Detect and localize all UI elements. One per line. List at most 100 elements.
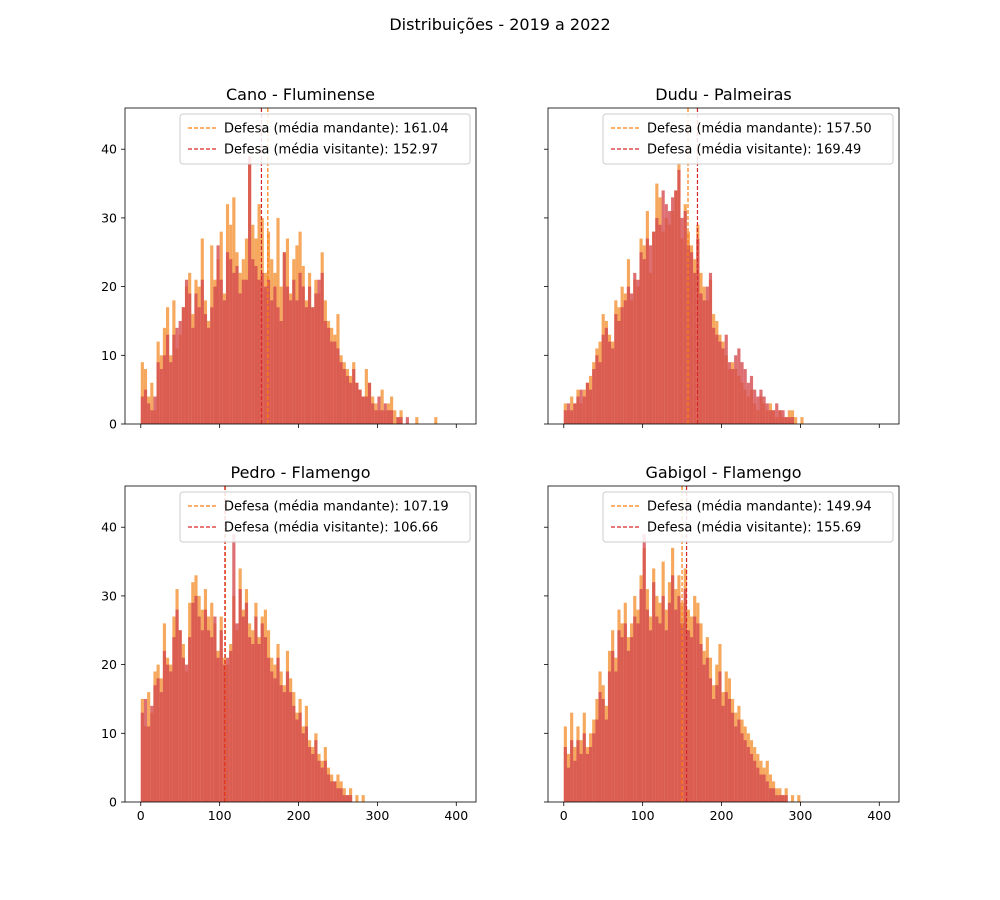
subplot-title: Cano - Fluminense	[226, 85, 375, 104]
histogram-bar	[153, 685, 157, 802]
histogram-bar	[582, 396, 586, 424]
histogram-bar	[674, 190, 678, 424]
histogram-bar	[197, 616, 201, 802]
histogram-bar	[636, 279, 640, 424]
histogram-bar	[304, 726, 308, 802]
histogram-bar	[162, 355, 167, 424]
histogram-bar	[639, 252, 643, 424]
histogram-bar	[671, 575, 675, 802]
histogram-bar	[639, 589, 643, 802]
histogram-bar	[614, 671, 618, 802]
histogram-bar	[620, 637, 624, 802]
histogram-bar	[566, 403, 571, 424]
y-tick-label: 40	[101, 142, 117, 157]
histogram-bar	[150, 705, 154, 802]
histogram-bar	[295, 719, 299, 802]
histogram-bar	[787, 417, 791, 424]
histogram-bar	[740, 362, 744, 424]
histogram-bar	[626, 286, 631, 424]
histogram-bar	[683, 589, 687, 802]
legend-entry: Defesa (média mandante): 157.50	[647, 122, 872, 137]
histogram-bar	[159, 369, 163, 424]
histogram-bar	[784, 795, 788, 802]
histogram-bar	[140, 712, 144, 802]
histogram-bar	[285, 286, 290, 424]
histogram-bar	[178, 320, 182, 424]
histogram-bar	[238, 293, 242, 424]
legend-entry: Defesa (média visitante): 152.97	[224, 143, 438, 158]
histogram-bar	[358, 389, 362, 424]
histogram-bar	[374, 410, 378, 424]
histogram-bar	[263, 637, 267, 802]
histogram-bar	[326, 774, 331, 802]
histogram-bar	[292, 279, 296, 424]
histogram-bar	[393, 410, 397, 424]
histogram-bar	[434, 417, 438, 424]
histogram-bar	[727, 362, 731, 424]
histogram-bar	[607, 341, 612, 424]
histogram-bar	[194, 293, 198, 424]
histogram-bar	[677, 169, 681, 424]
histogram-bar	[652, 582, 656, 802]
legend-box	[179, 491, 471, 543]
histogram-bar	[765, 781, 769, 802]
histogram-bar	[775, 795, 779, 802]
histogram-bar	[686, 630, 690, 802]
histogram-bar	[576, 740, 580, 802]
histogram-bar	[573, 403, 577, 424]
histogram-bar	[617, 320, 621, 424]
histogram-bar	[705, 286, 709, 424]
histogram-bar	[207, 630, 211, 802]
histogram-bar	[175, 609, 179, 802]
histogram-bar	[342, 369, 346, 424]
y-tick-label: 20	[101, 657, 117, 672]
histogram-bar	[661, 595, 665, 802]
histogram-bar	[254, 616, 258, 802]
histogram-bar	[730, 369, 735, 424]
histogram-bar	[301, 733, 305, 802]
histogram-bar	[330, 341, 334, 424]
subplot-title: Pedro - Flamengo	[230, 463, 370, 482]
histogram-bar	[229, 650, 233, 802]
histogram-bar	[642, 534, 646, 802]
histogram-bar	[232, 272, 236, 424]
legend: Defesa (média mandante): 161.04 Defesa (m…	[179, 113, 471, 165]
legend-entry: Defesa (média mandante): 107.19	[224, 500, 449, 515]
histogram-bar	[184, 279, 189, 424]
histogram-bar	[570, 740, 574, 802]
histogram-bar	[712, 327, 716, 424]
histogram-bar	[345, 795, 350, 802]
histogram-bar	[301, 286, 305, 424]
histogram-bar	[778, 410, 782, 424]
histogram-bar	[342, 795, 346, 802]
subplot-2: Dudu - Palmeiras Defesa (média mandante):…	[544, 85, 900, 428]
histogram-bar	[260, 623, 264, 802]
histogram-bar	[585, 382, 590, 424]
y-tick-label: 0	[109, 417, 117, 432]
histogram-bar	[645, 238, 649, 424]
histogram-bar	[191, 602, 195, 802]
histogram-bar	[241, 616, 245, 802]
histogram-bar	[216, 657, 220, 802]
histogram-bar	[336, 788, 340, 802]
histogram-bar	[756, 396, 760, 424]
histogram-bar	[794, 417, 798, 424]
y-tick-label: 20	[101, 279, 117, 294]
histogram-bar	[380, 389, 384, 424]
histogram-bar	[222, 300, 226, 424]
histogram-bar	[257, 644, 261, 802]
histogram-bar	[396, 417, 400, 424]
histogram-bar	[345, 375, 350, 424]
histogram-bar	[225, 657, 230, 802]
histogram-bar	[336, 348, 340, 424]
histogram-bar	[749, 753, 754, 802]
histogram-bar	[759, 389, 763, 424]
histogram-bar	[386, 410, 391, 424]
histogram-bar	[648, 245, 653, 424]
histogram-bar	[664, 630, 668, 802]
histogram-bar	[677, 595, 681, 802]
y-tick-label: 30	[101, 588, 117, 603]
histogram-bar	[194, 595, 198, 802]
histogram-bar	[689, 637, 694, 802]
